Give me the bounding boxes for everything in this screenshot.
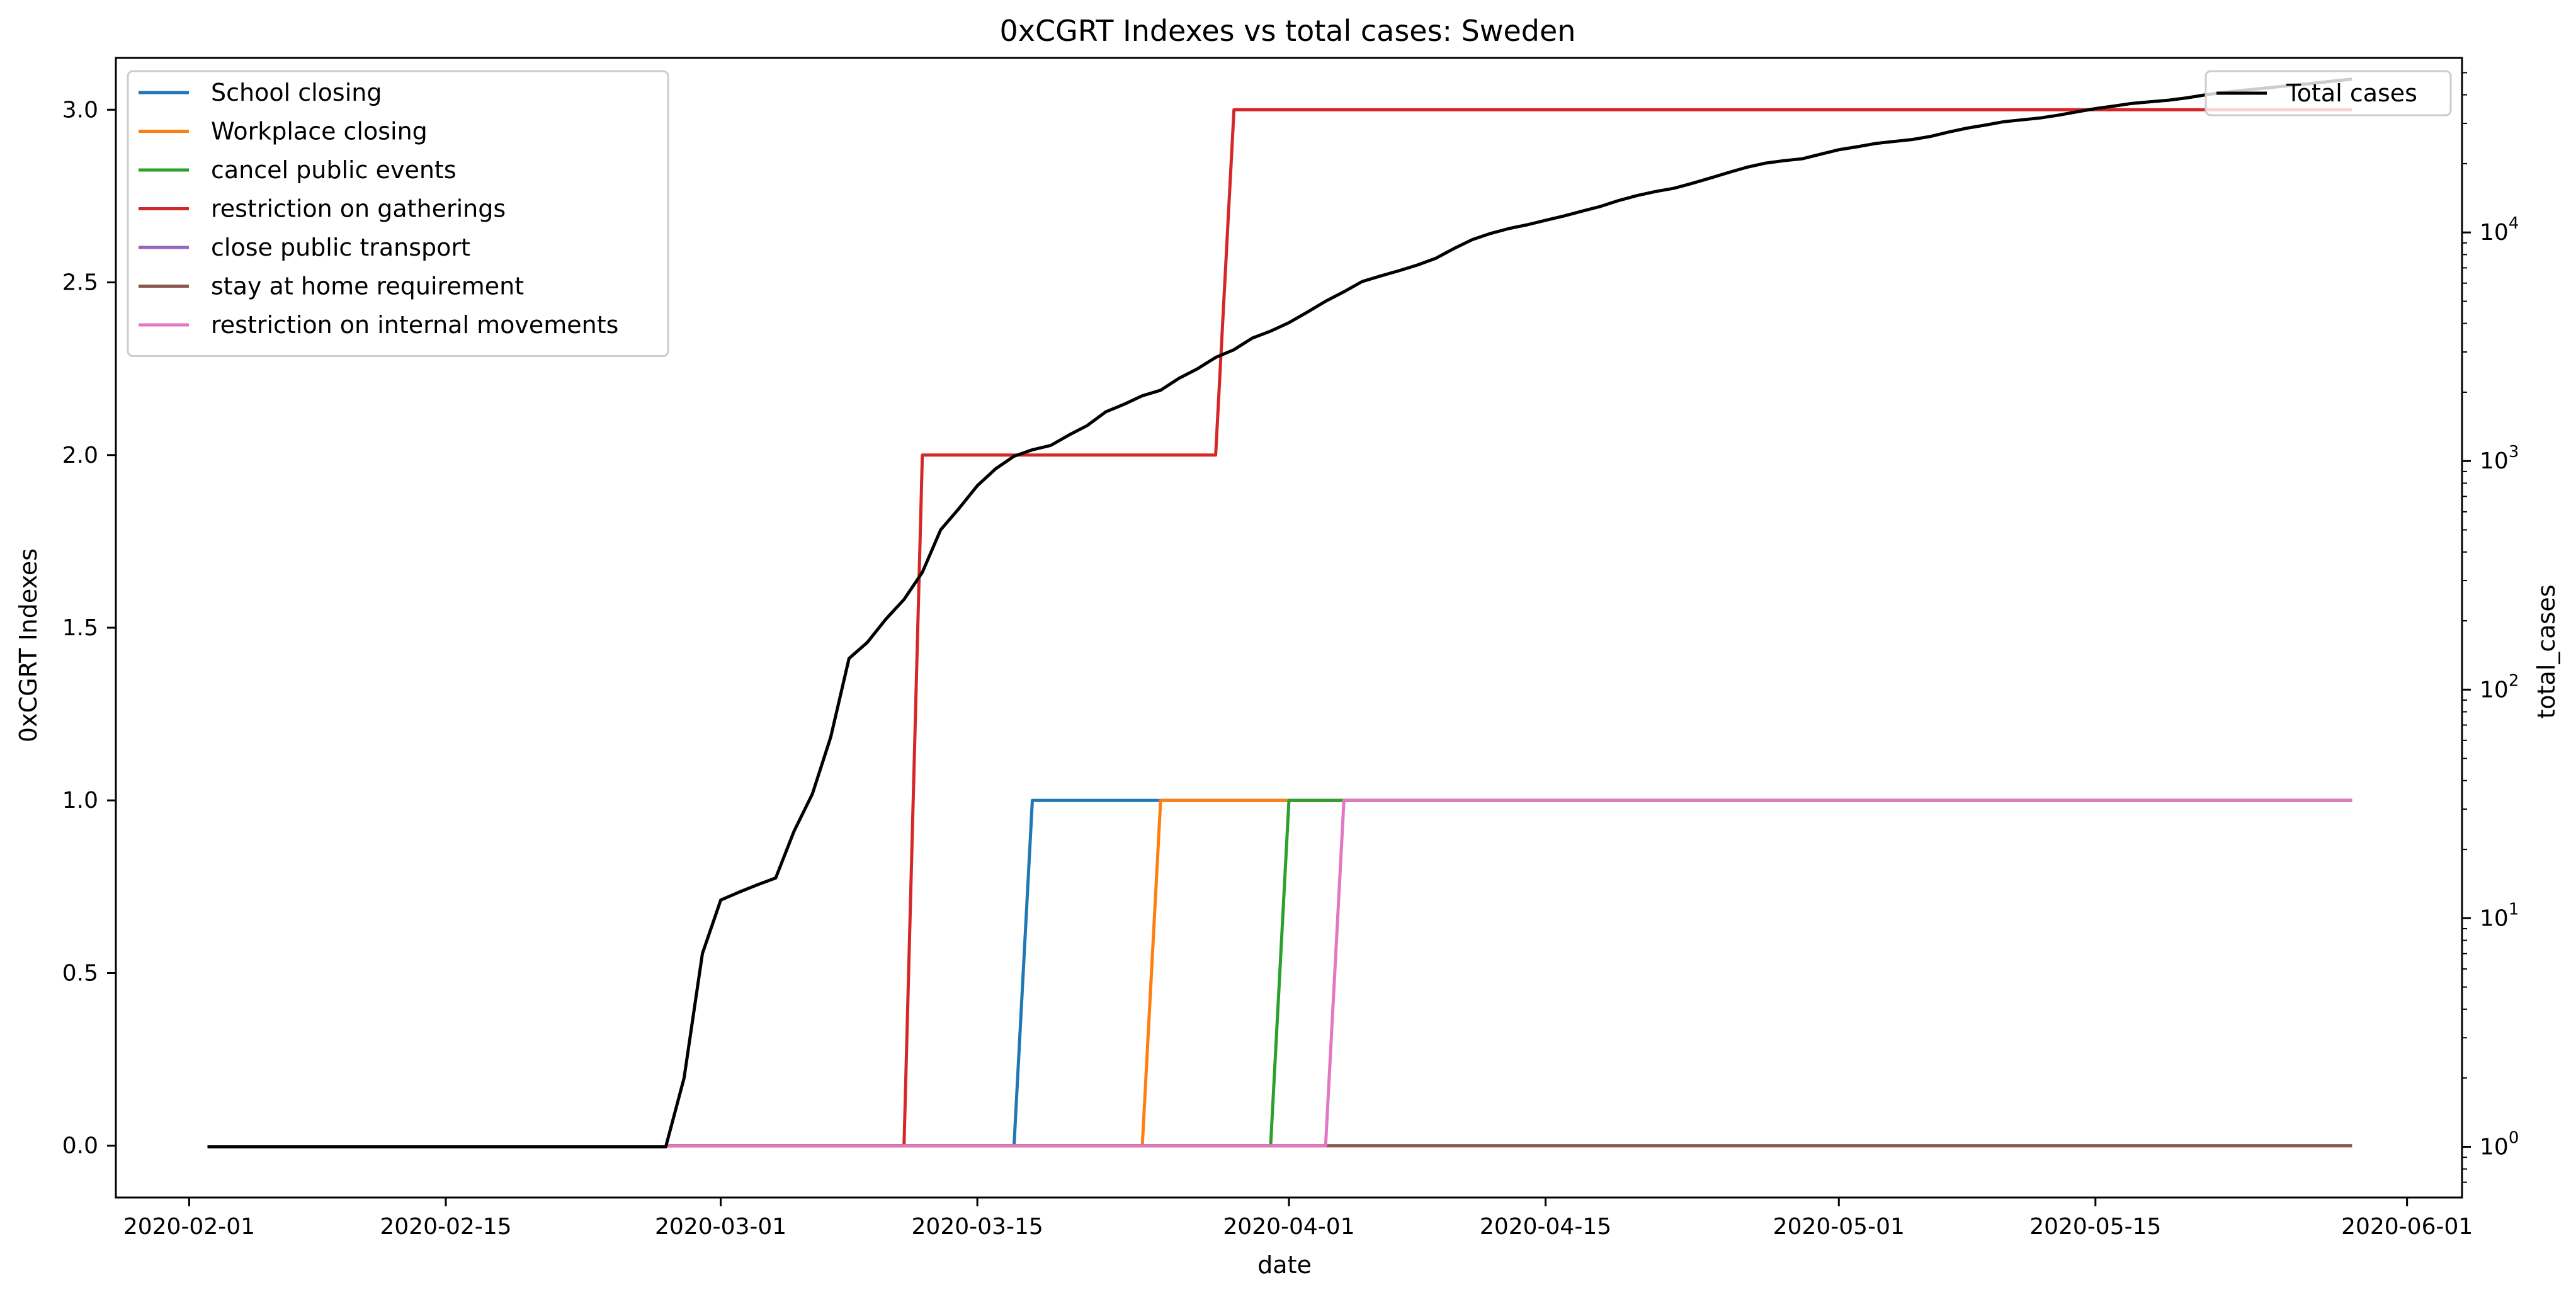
y-axis-right-label: total_cases (2533, 584, 2560, 718)
legend-label: Workplace closing (211, 118, 428, 145)
legend-label: close public transport (211, 234, 470, 261)
chart-title: 0xCGRT Indexes vs total cases: Sweden (1000, 14, 1576, 48)
legend-label: restriction on internal movements (211, 311, 618, 339)
series-line-total-cases (207, 77, 2352, 1148)
y-axis-left-label: 0xCGRT Indexes (14, 548, 42, 742)
y-axis-right: 100 101 102 103 104 (2462, 72, 2519, 1183)
x-axis: 2020-02-01 2020-02-15 2020-03-01 2020-03-15… (123, 1198, 2473, 1240)
legend-right: Total cases (2204, 70, 2452, 116)
x-tick-label: 2020-02-15 (380, 1214, 511, 1240)
legend-label: restriction on gatherings (211, 195, 506, 223)
x-tick-label: 2020-02-01 (123, 1214, 255, 1240)
y-left-tick-label: 2.5 (62, 270, 98, 296)
legend-left: School closing Workplace closing cancel pu… (127, 70, 669, 357)
x-tick-label: 2020-04-15 (1480, 1214, 1611, 1240)
plot-lines (207, 77, 2352, 1148)
legend-left-box (127, 70, 669, 357)
y-left-tick-label: 1.0 (62, 788, 98, 813)
y-right-tick-label: 103 (2480, 443, 2519, 474)
y-left-tick-label: 0.0 (62, 1133, 98, 1159)
y-left-tick-label: 1.5 (62, 615, 98, 641)
y-axis-left: 0.0 0.5 1.0 1.5 2.0 2.5 3.0 (62, 97, 116, 1159)
x-tick-label: 2020-05-15 (2029, 1214, 2161, 1240)
series-line-restriction-on-internal-movements (666, 798, 2352, 1148)
y-left-tick-label: 0.5 (62, 960, 98, 986)
y-right-tick-label: 102 (2480, 671, 2519, 703)
x-tick-label: 2020-03-15 (912, 1214, 1043, 1240)
y-right-tick-label: 101 (2480, 900, 2519, 931)
x-axis-label: date (1257, 1251, 1312, 1279)
x-tick-label: 2020-05-01 (1773, 1214, 1905, 1240)
legend-label: School closing (211, 79, 382, 106)
x-tick-label: 2020-06-01 (2341, 1214, 2473, 1240)
y-right-tick-label: 100 (2480, 1128, 2519, 1160)
y-left-tick-label: 3.0 (62, 97, 98, 123)
legend-label: stay at home requirement (211, 273, 524, 300)
legend-right-box (2204, 70, 2452, 116)
y-right-tick-label: 104 (2480, 214, 2519, 246)
legend-label: Total cases (2286, 79, 2417, 107)
x-tick-label: 2020-04-01 (1223, 1214, 1354, 1240)
legend-label: cancel public events (211, 156, 457, 184)
y-left-tick-label: 2.0 (62, 443, 98, 468)
x-tick-label: 2020-03-01 (655, 1214, 786, 1240)
